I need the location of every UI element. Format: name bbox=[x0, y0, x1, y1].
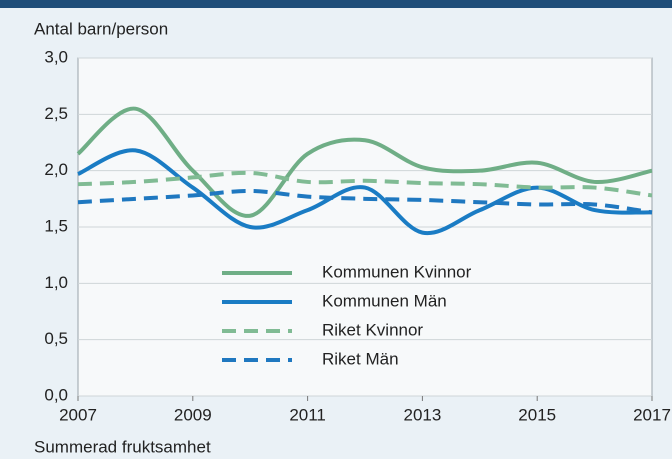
y-axis-label: Antal barn/person bbox=[34, 19, 168, 38]
series-line bbox=[76, 106, 653, 218]
legend-label: Kommunen Män bbox=[322, 291, 447, 310]
top-strip bbox=[0, 0, 672, 8]
y-tick-label: 2,5 bbox=[44, 104, 68, 123]
y-tick-label: 2,0 bbox=[44, 160, 68, 179]
legend-label: Riket Kvinnor bbox=[322, 320, 423, 339]
legend-label: Kommunen Kvinnor bbox=[322, 262, 472, 281]
y-tick-label: 1,0 bbox=[44, 273, 68, 292]
series-line bbox=[77, 170, 653, 198]
y-tick-label: 1,5 bbox=[44, 216, 68, 235]
legend-label: Riket Män bbox=[322, 349, 399, 368]
x-tick-label: 2009 bbox=[174, 405, 212, 424]
x-tick-label: 2007 bbox=[59, 405, 97, 424]
x-tick-label: 2015 bbox=[518, 405, 556, 424]
y-tick-label: 3,0 bbox=[44, 47, 68, 66]
y-tick-label: 0,0 bbox=[44, 385, 68, 404]
x-tick-label: 2011 bbox=[289, 405, 326, 424]
x-tick-label: 2017 bbox=[633, 405, 671, 424]
series-line bbox=[77, 188, 653, 215]
y-tick-label: 0,5 bbox=[44, 329, 68, 348]
x-tick-label: 2013 bbox=[403, 405, 441, 424]
x-axis-label: Summerad fruktsamhet bbox=[34, 437, 211, 456]
